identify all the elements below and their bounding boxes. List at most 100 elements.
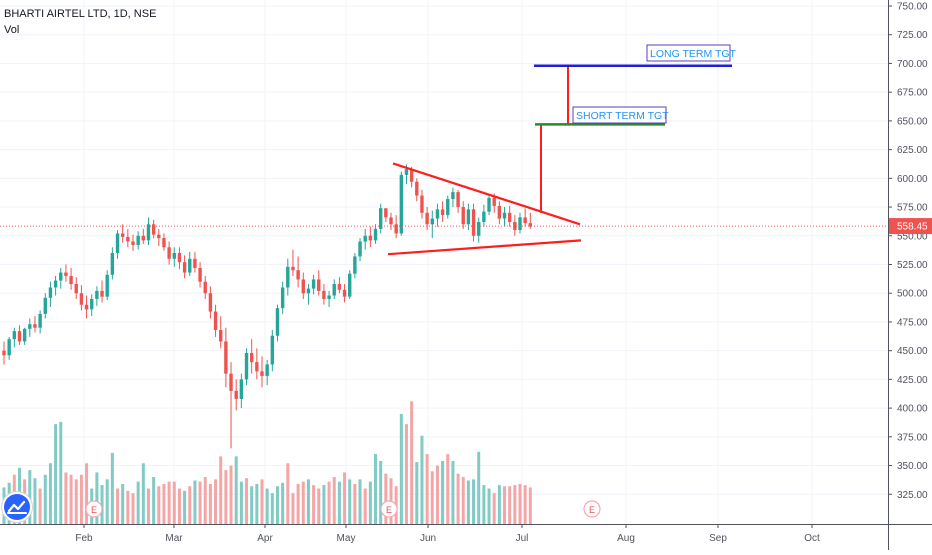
candle-body	[255, 362, 259, 372]
candle-body	[523, 217, 527, 224]
volume-bar	[441, 460, 445, 524]
candle-body	[239, 379, 244, 399]
price-tick-label: 475.00	[897, 317, 928, 328]
volume-bar	[503, 486, 507, 524]
candle-body	[301, 279, 305, 294]
candle-body	[342, 289, 347, 297]
chart-title: BHARTI AIRTEL LTD, 1D, NSE	[4, 8, 157, 20]
candle-body	[188, 258, 192, 273]
candle-body	[17, 331, 22, 342]
volume-bar	[430, 471, 434, 524]
candle-body	[12, 331, 17, 340]
volume-bar	[85, 463, 89, 524]
volume-bar	[446, 454, 450, 524]
volume-bar	[48, 463, 52, 524]
volume-bar	[399, 413, 403, 524]
candle-body	[317, 279, 321, 291]
last-price-label: 558.45	[897, 222, 928, 233]
volume-bar	[420, 435, 424, 524]
price-tick-label: 750.00	[897, 2, 928, 13]
volume-bar	[404, 424, 408, 524]
candle-body	[131, 241, 135, 245]
volume-bar	[306, 479, 310, 524]
earnings-marker-label: E	[589, 505, 595, 515]
volume-bar	[332, 477, 336, 524]
price-tick-label: 575.00	[897, 203, 928, 214]
candle-body	[409, 169, 414, 182]
candle-body	[177, 253, 182, 263]
candle-body	[275, 308, 280, 336]
time-tick-label: Sep	[709, 533, 727, 544]
volume-bar	[188, 486, 192, 524]
candle-body	[435, 209, 440, 219]
volume-bar	[451, 460, 455, 524]
time-tick-label: Aug	[617, 533, 635, 544]
candle-body	[84, 304, 89, 310]
candle-body	[461, 207, 465, 225]
volume-bar	[224, 470, 228, 524]
volume-bar	[415, 462, 419, 524]
volume-bar	[162, 483, 166, 524]
volume-bar	[410, 401, 414, 524]
volume-bar	[518, 483, 522, 524]
volume-bar	[121, 483, 125, 524]
candle-body	[332, 284, 336, 296]
price-tick-label: 525.00	[897, 260, 928, 271]
volume-bar	[327, 481, 331, 524]
short-target-label-box	[572, 106, 667, 124]
volume-bar	[317, 488, 321, 524]
candle-body	[471, 209, 476, 236]
candle-body	[157, 234, 161, 239]
candle-body	[38, 313, 42, 328]
volume-bar	[528, 487, 532, 524]
candle-body	[420, 195, 424, 213]
candle-body	[193, 258, 197, 268]
candle-body	[513, 221, 517, 231]
candle-body	[384, 208, 388, 218]
candle-body	[399, 174, 404, 234]
candle-body	[48, 287, 53, 298]
candle-body	[90, 298, 94, 310]
volume-bar	[296, 483, 300, 524]
tradingview-logo-icon[interactable]	[4, 494, 30, 520]
volume-bar	[270, 493, 274, 524]
price-tick-label: 325.00	[897, 490, 928, 501]
price-tick-label: 350.00	[897, 461, 928, 472]
volume-bar	[105, 479, 109, 524]
volume-bar	[126, 490, 130, 524]
volume-bar	[337, 481, 341, 524]
candle-body	[167, 247, 171, 259]
price-tick-label: 550.00	[897, 231, 928, 242]
volume-bar	[312, 485, 316, 524]
price-tick-label: 500.00	[897, 289, 928, 300]
volume-bar	[229, 465, 233, 524]
volume-bar	[487, 488, 491, 524]
triangle-upper-line	[392, 162, 581, 226]
volume-bar	[363, 488, 367, 524]
candle-body	[260, 371, 264, 376]
volume-bar	[384, 473, 388, 524]
volume-bar	[508, 486, 512, 524]
volume-bar	[79, 474, 83, 524]
candle-body	[224, 341, 228, 374]
volume-bar	[322, 485, 326, 524]
candle-body	[487, 197, 491, 212]
volume-bar	[198, 481, 202, 524]
candle-body	[348, 273, 352, 297]
candle-body	[28, 324, 32, 329]
candle-body	[404, 169, 409, 175]
price-tick-label: 650.00	[897, 116, 928, 127]
volume-bar	[214, 479, 218, 524]
earnings-marker-label: E	[386, 505, 392, 515]
candle-body	[497, 205, 502, 219]
volume-bar	[250, 486, 254, 524]
volume-bar	[523, 485, 527, 524]
candle-body	[79, 293, 84, 305]
candle-body	[105, 274, 109, 297]
candle-body	[203, 281, 207, 294]
time-tick-label: May	[337, 533, 356, 544]
candle-body	[198, 267, 202, 282]
candle-body	[446, 199, 450, 216]
